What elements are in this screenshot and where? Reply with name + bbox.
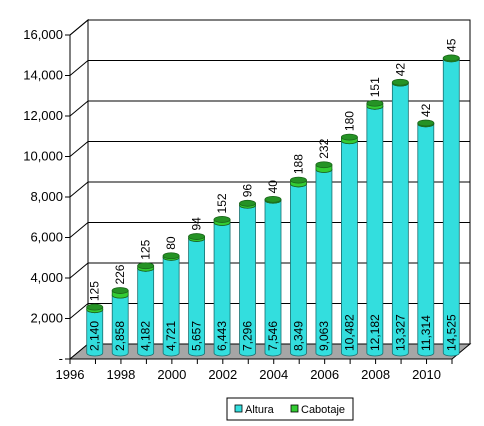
data-label-altura: 9,063 [317, 321, 331, 351]
bar-cabotaje-top [239, 199, 256, 207]
bar-altura [290, 183, 307, 357]
data-label-cabotaje: 151 [368, 77, 382, 97]
x-tick-label: 2006 [310, 367, 339, 382]
data-label-altura: 6,443 [215, 321, 229, 351]
bar-altura [188, 238, 205, 357]
y-tick-label: 14,000 [23, 68, 63, 83]
data-label-altura: 11,314 [419, 315, 433, 351]
data-label-altura: 7,296 [241, 321, 255, 351]
gridline [69, 19, 470, 36]
bar-cabotaje-top [264, 195, 282, 203]
data-label-altura: 13,327 [393, 314, 407, 351]
bar-cabotaje-top [137, 262, 155, 270]
bar-cabotaje-top [340, 133, 358, 141]
bar-altura [315, 169, 333, 357]
data-label-cabotaje: 42 [393, 63, 407, 77]
y-tick-label: 12,000 [23, 108, 63, 123]
x-tick-label: 2008 [361, 367, 390, 382]
y-tick-label: - [59, 351, 63, 366]
bar-cabotaje-top [366, 99, 384, 107]
legend-swatch-cabotaje [290, 404, 299, 413]
data-label-altura: 8,349 [291, 321, 305, 351]
legend-label-altura: Altura [245, 404, 275, 416]
bar-altura [86, 309, 104, 357]
data-label-cabotaje: 180 [342, 111, 356, 131]
data-label-cabotaje: 226 [113, 264, 127, 284]
bar-cabotaje-top [86, 303, 104, 311]
data-label-altura: 2,858 [113, 321, 127, 351]
bar-cabotaje-top [111, 287, 129, 294]
y-tick-label: 2,000 [30, 311, 63, 326]
data-label-altura: 5,657 [190, 321, 204, 351]
bar-altura [111, 294, 129, 357]
data-label-altura: 4,182 [139, 321, 153, 351]
data-label-cabotaje: 42 [419, 103, 433, 117]
bar-altura [442, 58, 460, 357]
data-label-cabotaje: 232 [317, 138, 331, 158]
y-tick-label: 8,000 [30, 189, 63, 204]
data-label-altura: 2,140 [88, 321, 102, 351]
y-tick-label: 16,000 [23, 27, 63, 42]
data-label-altura: 12,182 [368, 314, 382, 351]
y-tick-label: 4,000 [30, 270, 63, 285]
data-label-cabotaje: 188 [291, 154, 305, 174]
bar-altura [239, 204, 256, 357]
x-tick-label: 1998 [106, 367, 135, 382]
y-tick-label: 10,000 [23, 149, 63, 164]
bar-altura [162, 257, 180, 357]
bar-cabotaje-top [315, 161, 333, 169]
x-tick-label: 1996 [56, 367, 85, 382]
bar-altura [417, 123, 435, 357]
x-tick-label: 2002 [208, 367, 237, 382]
data-label-altura: 7,546 [266, 321, 280, 351]
x-tick-label: 2010 [412, 367, 441, 382]
legend-label-cabotaje: Cabotaje [301, 404, 345, 416]
bar-cabotaje-top [162, 252, 180, 260]
data-label-cabotaje: 125 [88, 281, 102, 301]
data-label-altura: 10,482 [342, 314, 356, 351]
y-tick-label: 6,000 [30, 230, 63, 245]
legend-swatch-altura [234, 404, 243, 413]
data-label-cabotaje: 45 [444, 38, 458, 52]
data-label-altura: 4,721 [164, 321, 178, 351]
bar-cabotaje-top [442, 54, 460, 62]
data-label-cabotaje: 94 [190, 217, 204, 231]
bar-altura [341, 140, 358, 357]
data-label-altura: 14,525 [444, 314, 458, 351]
bar-altura [366, 105, 384, 357]
legend-box [226, 397, 354, 421]
data-label-cabotaje: 152 [215, 193, 229, 213]
bar-cabotaje-top [213, 216, 231, 223]
data-label-cabotaje: 125 [139, 239, 153, 259]
bar-cabotaje-top [417, 119, 435, 127]
gridline [69, 60, 470, 76]
bar-altura [264, 199, 282, 357]
bar-altura [213, 222, 231, 357]
x-tick-label: 2000 [157, 367, 186, 382]
data-label-cabotaje: 80 [164, 236, 178, 250]
x-tick-label: 2004 [259, 367, 288, 382]
gridline [69, 100, 470, 117]
data-label-cabotaje: 40 [266, 180, 280, 194]
bar-cabotaje-top [290, 176, 307, 184]
bar-altura [391, 82, 409, 357]
data-label-cabotaje: 96 [241, 184, 255, 198]
bar-cabotaje-top [391, 78, 409, 86]
bar-altura [137, 267, 155, 357]
bar-cabotaje-top [188, 233, 206, 240]
